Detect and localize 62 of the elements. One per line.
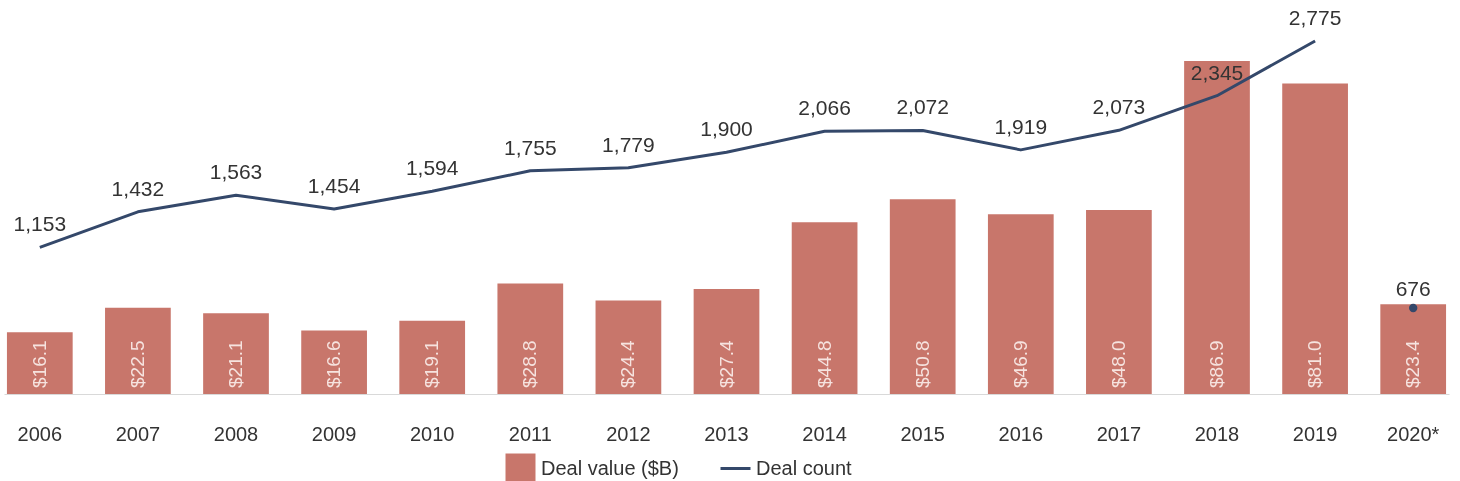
bar [1282,83,1348,394]
legend-label: Deal count [756,456,853,479]
x-tick-label: 2018 [1194,422,1240,445]
data-label: 2,073 [1092,95,1146,119]
x-tick-label: 2007 [115,422,161,445]
data-label: $44.8 [813,340,835,388]
bar [889,199,956,394]
data-label: $46.9 [1009,340,1031,388]
data-label: $86.9 [1206,340,1227,388]
data-label: 1,755 [504,135,557,159]
data-label: $19.1 [421,340,443,388]
x-tick-label: 2010 [409,422,455,445]
data-label: 1,432 [111,176,165,200]
bar [203,313,269,394]
bar [791,222,858,394]
x-tick-label: 2012 [606,422,651,445]
data-label: $16.6 [323,340,345,388]
data-label: $50.8 [911,340,933,388]
data-label: 1,900 [700,117,753,141]
data-label: 2,072 [896,95,949,119]
bar [987,214,1054,394]
data-label: 2,066 [798,96,851,120]
data-label: $23.4 [1402,340,1424,388]
data-label: 2,345 [1190,60,1244,84]
bar [595,300,662,394]
bar [1184,60,1250,394]
bar [6,332,73,394]
data-label: $48.0 [1107,340,1129,388]
data-label: $27.4 [715,340,737,388]
data-label: $22.5 [126,340,148,388]
x-tick-label: 2014 [802,422,847,445]
data-label: 1,454 [307,174,361,198]
bar [399,320,466,394]
x-tick-label: 2006 [17,422,63,445]
data-label: 676 [1395,277,1431,301]
data-label: 1,594 [405,156,459,180]
x-tick-label: 2011 [508,422,552,445]
x-tick-label: 2015 [900,422,945,445]
bar [1086,210,1152,394]
bar [497,283,564,394]
data-label: 2,775 [1288,6,1342,29]
data-label: $16.1 [28,340,50,388]
bar [693,288,760,394]
data-label: $28.8 [519,340,541,388]
data-label: $24.4 [617,340,639,388]
x-tick-label: 2020* [1387,422,1440,445]
data-label: 1,563 [209,160,263,184]
x-tick-label: 2019 [1292,422,1338,445]
bar [1380,304,1447,394]
data-label: $81.0 [1304,340,1326,388]
x-tick-label: 2009 [311,422,357,445]
x-tick-label: 2016 [998,422,1044,445]
data-label: $21.1 [225,340,246,388]
bar [105,307,171,394]
x-tick-label: 2013 [704,422,749,445]
x-tick-label: 2017 [1096,422,1142,445]
legend-label: Deal value ($B) [541,456,679,479]
data-label: 1,153 [13,212,67,236]
data-label: 1,779 [602,132,655,156]
bar [301,330,367,394]
x-tick-label: 2008 [213,422,259,445]
data-label: 1,919 [994,114,1048,138]
